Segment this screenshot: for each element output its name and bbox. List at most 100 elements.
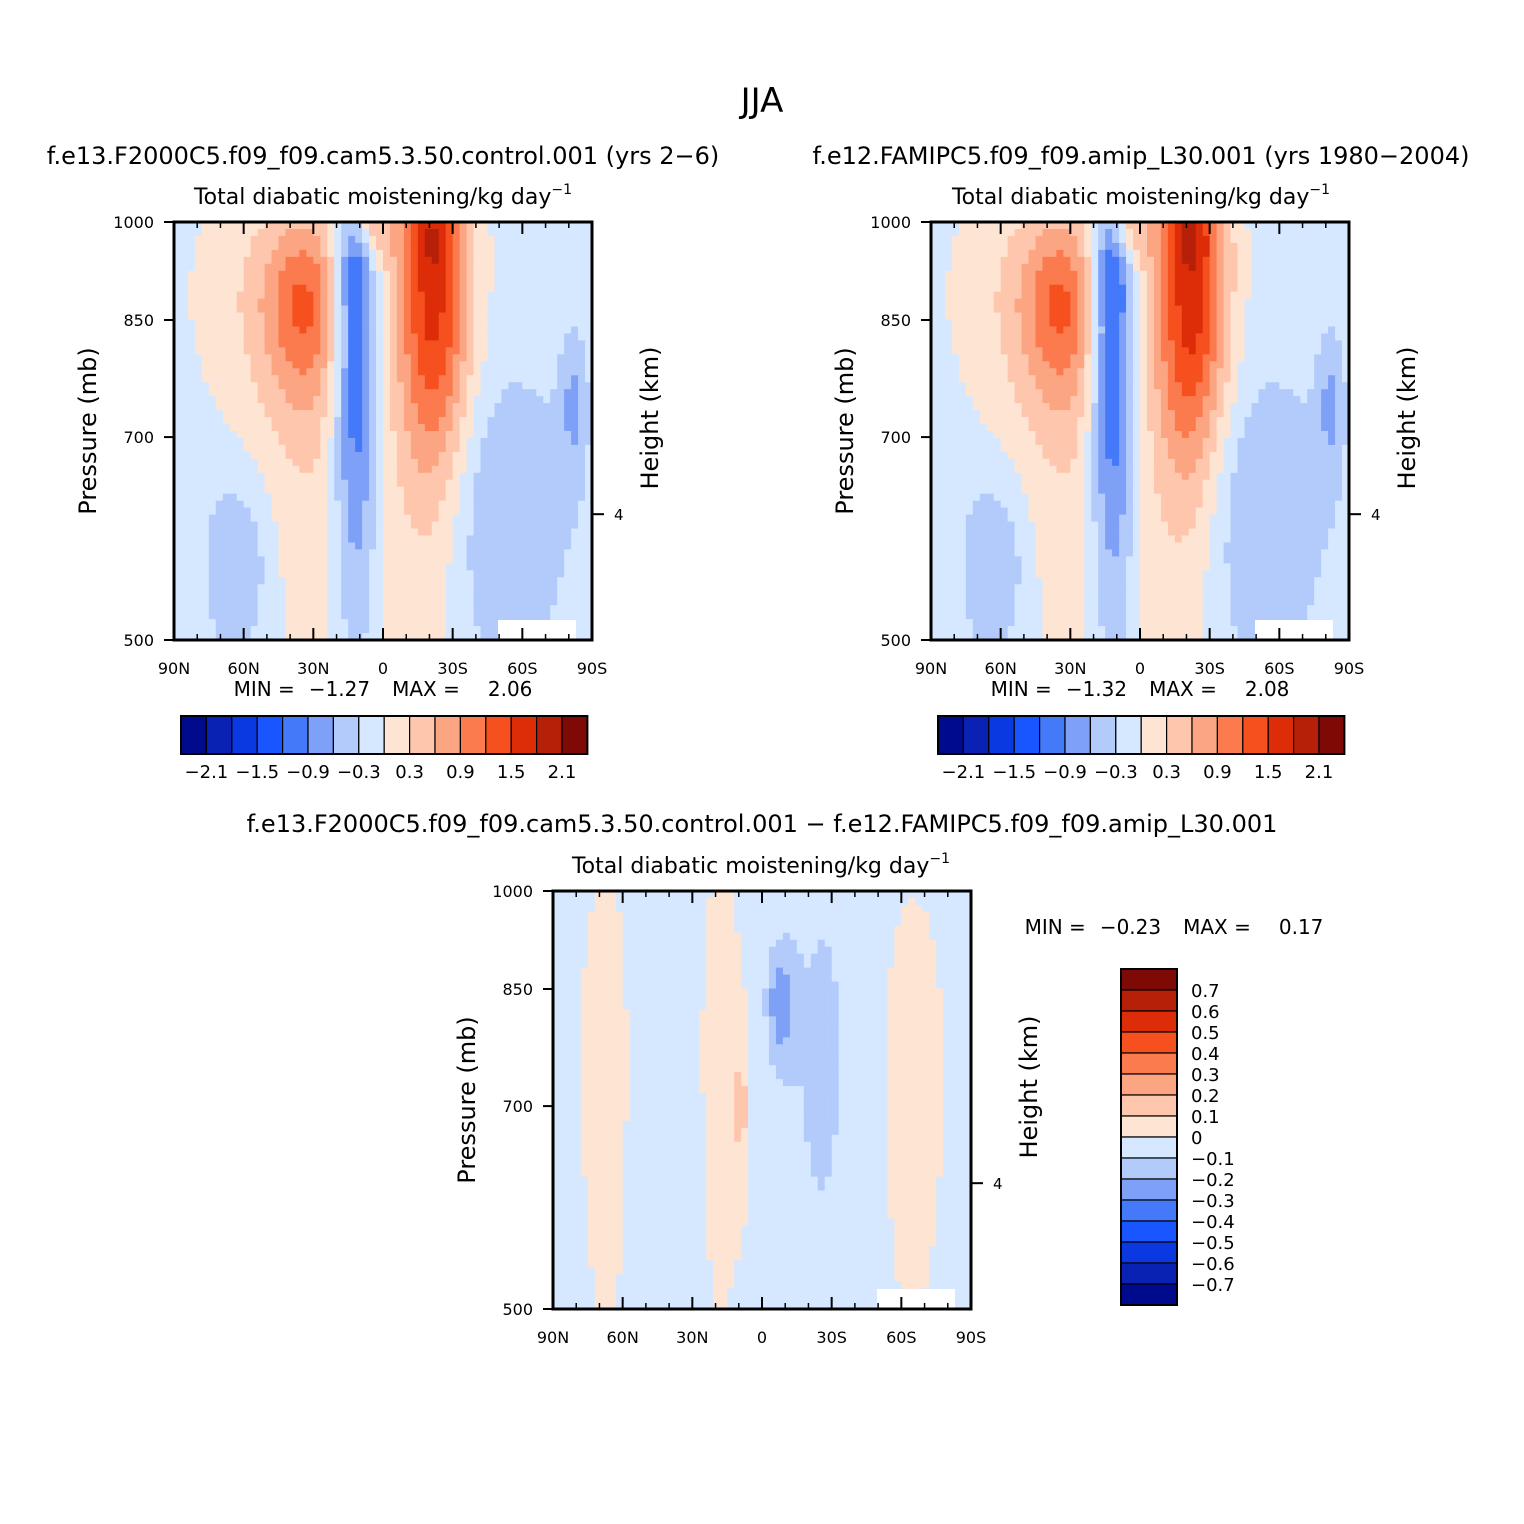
heatmap-cell bbox=[578, 228, 586, 237]
heatmap-cell bbox=[1140, 305, 1148, 314]
heatmap-cell bbox=[452, 319, 461, 328]
heatmap-cell bbox=[431, 354, 440, 362]
heatmap-cell bbox=[250, 444, 259, 453]
heatmap-cell bbox=[313, 361, 321, 369]
heatmap-cell bbox=[389, 375, 398, 383]
heatmap-cell bbox=[522, 542, 530, 551]
heatmap-cell bbox=[585, 437, 593, 446]
heatmap-cell bbox=[993, 340, 1002, 348]
heatmap-cell bbox=[1091, 277, 1099, 286]
heatmap-cell bbox=[452, 361, 461, 369]
heatmap-cell bbox=[292, 368, 300, 376]
heatmap-cell bbox=[1279, 228, 1287, 237]
heatmap-cell bbox=[222, 528, 231, 537]
heatmap-cell bbox=[487, 389, 496, 397]
heatmap-cell bbox=[508, 472, 516, 481]
heatmap-cell bbox=[1028, 333, 1037, 342]
heatmap-cell bbox=[965, 312, 974, 321]
heatmap-cell bbox=[285, 417, 294, 425]
heatmap-cell bbox=[438, 368, 447, 376]
heatmap-cell bbox=[389, 605, 398, 613]
heatmap-cell bbox=[1209, 277, 1218, 286]
heatmap-cell bbox=[480, 347, 489, 355]
heatmap-cell bbox=[376, 563, 384, 571]
heatmap-cell bbox=[424, 626, 433, 634]
heatmap-cell bbox=[285, 458, 294, 467]
heatmap-cell bbox=[571, 612, 579, 620]
heatmap-cell bbox=[348, 479, 356, 488]
heatmap-cell bbox=[278, 368, 287, 376]
heatmap-cell bbox=[1070, 298, 1078, 307]
heatmap-cell bbox=[348, 451, 356, 460]
heatmap-cell bbox=[243, 228, 252, 237]
heatmap-cell bbox=[215, 570, 224, 578]
heatmap-cell bbox=[557, 389, 565, 397]
heatmap-cell bbox=[473, 333, 482, 342]
heatmap-cell bbox=[236, 528, 245, 537]
heatmap-cell bbox=[348, 577, 356, 585]
heatmap-cell bbox=[1098, 305, 1106, 314]
heatmap-cell bbox=[1202, 228, 1211, 237]
heatmap-cell bbox=[278, 465, 287, 474]
heatmap-cell bbox=[334, 410, 342, 418]
heatmap-cell bbox=[403, 235, 412, 244]
heatmap-cell bbox=[564, 458, 572, 467]
heatmap-cell bbox=[327, 535, 335, 544]
heatmap-cell bbox=[396, 612, 405, 620]
heatmap-cell bbox=[585, 577, 593, 585]
heatmap-cell bbox=[1195, 263, 1204, 272]
heatmap-cell bbox=[1042, 326, 1051, 335]
y-axis-label-right: Height (km) bbox=[636, 347, 664, 490]
heatmap-cell bbox=[1007, 277, 1016, 286]
heatmap-cell bbox=[993, 333, 1002, 342]
heatmap-cell bbox=[979, 368, 988, 376]
heatmap-cell bbox=[1314, 249, 1322, 258]
heatmap-cell bbox=[480, 431, 489, 439]
heatmap-cell bbox=[424, 375, 433, 383]
heatmap-cell bbox=[306, 228, 314, 237]
heatmap-cell bbox=[1237, 354, 1246, 362]
heatmap-cell bbox=[1342, 326, 1350, 335]
heatmap-cell bbox=[229, 535, 238, 544]
heatmap-cell bbox=[979, 333, 988, 342]
heatmap-cell bbox=[410, 570, 419, 578]
heatmap-cell bbox=[1272, 242, 1280, 251]
heatmap-cell bbox=[222, 570, 231, 578]
heatmap-cell bbox=[348, 507, 356, 516]
heatmap-cell bbox=[243, 382, 252, 390]
heatmap-cell bbox=[522, 605, 530, 613]
heatmap-cell bbox=[529, 500, 537, 509]
heatmap-cell bbox=[180, 493, 189, 502]
heatmap-cell bbox=[208, 396, 217, 404]
heatmap-cell bbox=[993, 249, 1002, 258]
heatmap-cell bbox=[278, 563, 287, 571]
heatmap-cell bbox=[951, 222, 960, 230]
heatmap-cell bbox=[445, 431, 454, 439]
heatmap-cell bbox=[1181, 368, 1190, 376]
heatmap-cell bbox=[1181, 222, 1190, 230]
heatmap-cell bbox=[508, 479, 516, 488]
heatmap-cell bbox=[299, 584, 307, 592]
heatmap-cell bbox=[1119, 326, 1127, 335]
heatmap-cell bbox=[410, 542, 419, 551]
heatmap-cell bbox=[1098, 284, 1106, 293]
heatmap-cell bbox=[487, 465, 496, 474]
heatmap-cell bbox=[215, 605, 224, 613]
heatmap-cell bbox=[931, 312, 939, 321]
heatmap-cell bbox=[1091, 326, 1099, 335]
heatmap-cell bbox=[1265, 277, 1273, 286]
heatmap-cell bbox=[410, 528, 419, 537]
heatmap-cell bbox=[508, 396, 516, 404]
heatmap-cell bbox=[1272, 333, 1280, 342]
heatmap-cell bbox=[445, 424, 454, 432]
heatmap-cell bbox=[466, 535, 475, 544]
heatmap-cell bbox=[1007, 222, 1016, 230]
heatmap-cell bbox=[362, 437, 370, 446]
heatmap-cell bbox=[452, 598, 461, 606]
heatmap-cell bbox=[383, 612, 391, 620]
heatmap-cell bbox=[438, 291, 447, 300]
heatmap-cell bbox=[543, 389, 551, 397]
heatmap-cell bbox=[1251, 235, 1260, 244]
heatmap-cell bbox=[236, 403, 245, 411]
heatmap-cell bbox=[1202, 291, 1211, 300]
